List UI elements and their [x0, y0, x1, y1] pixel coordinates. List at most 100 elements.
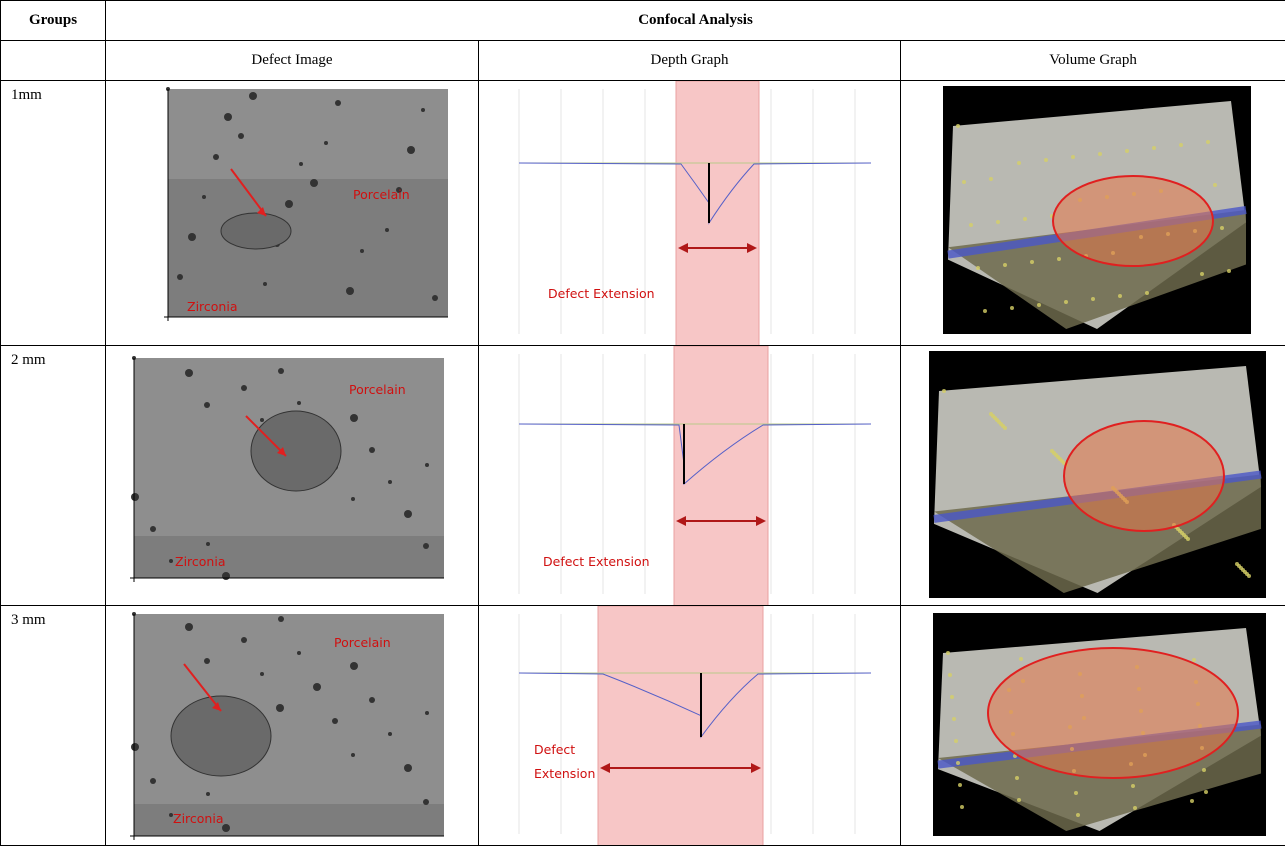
pore — [332, 718, 338, 724]
zirconia-label: Zirconia — [187, 299, 237, 314]
pore — [369, 447, 375, 453]
porcelain-label: Porcelain — [353, 187, 410, 202]
volume-graph — [901, 606, 1285, 845]
volume-graph — [901, 346, 1285, 605]
speckle — [1017, 798, 1021, 802]
speckle — [1125, 149, 1129, 153]
speckle — [954, 739, 958, 743]
pore — [131, 493, 139, 501]
depth-cell: Defect Extension — [479, 606, 901, 846]
speckle — [1118, 294, 1122, 298]
table-body: 1mm Porcelain Zirconia Defect Extension 2 mm… — [1, 81, 1285, 846]
speckle — [1076, 813, 1080, 817]
depth-graph: Defect Extension — [479, 346, 900, 605]
depth-drawing — [479, 606, 901, 846]
pore — [185, 623, 193, 631]
pore — [421, 108, 425, 112]
volume-graph — [901, 81, 1285, 345]
speckle — [1202, 768, 1206, 772]
defect-drawing — [106, 81, 479, 346]
speckle — [1145, 291, 1149, 295]
speckle — [1091, 297, 1095, 301]
speckle — [1071, 155, 1075, 159]
header-row: Groups Confocal Analysis — [1, 1, 1285, 41]
pore — [260, 418, 264, 422]
group-label: 1mm — [1, 81, 106, 346]
speckle — [948, 673, 952, 677]
extension-band — [674, 346, 768, 606]
pore — [224, 113, 232, 121]
pore — [423, 799, 429, 805]
speckle — [1098, 152, 1102, 156]
speckle — [1064, 300, 1068, 304]
depth-cell: Defect Extension — [479, 81, 901, 346]
defect-blob — [171, 696, 271, 776]
speckle — [1190, 799, 1194, 803]
extension-label: Defect Extension — [543, 554, 650, 569]
volume-cell — [901, 606, 1285, 846]
speckle — [1019, 657, 1023, 661]
pore — [238, 133, 244, 139]
speckle — [1204, 790, 1208, 794]
pore — [249, 92, 257, 100]
pore — [260, 672, 264, 676]
extension-label: Defect Extension — [548, 286, 655, 301]
volume-cell — [901, 346, 1285, 606]
defect-image: Porcelain Zirconia — [106, 81, 478, 345]
speckle — [969, 223, 973, 227]
defect-blob — [221, 213, 291, 249]
pore — [407, 146, 415, 154]
pore — [388, 480, 392, 484]
pore — [131, 743, 139, 751]
speckle — [962, 180, 966, 184]
speckle — [996, 220, 1000, 224]
speckle — [1037, 303, 1041, 307]
speckle — [1044, 158, 1048, 162]
pore — [404, 510, 412, 518]
porcelain-label: Porcelain — [334, 635, 391, 650]
pore — [185, 369, 193, 377]
pore — [310, 179, 318, 187]
speckle — [1179, 143, 1183, 147]
pore — [276, 704, 284, 712]
depth-cell: Defect Extension — [479, 346, 901, 606]
speckle — [960, 805, 964, 809]
speckle — [1235, 562, 1239, 566]
speckle — [942, 389, 946, 393]
volume-drawing — [901, 346, 1285, 606]
pore — [213, 154, 219, 160]
pore — [350, 662, 358, 670]
subheader-row: Defect Image Depth Graph Volume Graph — [1, 41, 1285, 81]
pore — [222, 572, 230, 580]
pore — [351, 753, 355, 757]
pore — [241, 385, 247, 391]
speckle — [989, 412, 993, 416]
pore — [278, 616, 284, 622]
speckle — [1023, 217, 1027, 221]
group-label: 2 mm — [1, 346, 106, 606]
volume-drawing — [901, 606, 1285, 846]
defect-drawing — [106, 606, 479, 846]
speckle — [1050, 449, 1054, 453]
speckle — [1015, 776, 1019, 780]
pore — [350, 414, 358, 422]
pore — [188, 233, 196, 241]
pore — [388, 732, 392, 736]
volume-drawing — [901, 81, 1285, 346]
pore — [299, 162, 303, 166]
speckle — [983, 309, 987, 313]
pore — [425, 711, 429, 715]
speckle — [958, 783, 962, 787]
depth-graph: Defect Extension — [479, 81, 900, 345]
pore — [206, 792, 210, 796]
pore — [335, 100, 341, 106]
pore — [202, 195, 206, 199]
speckle — [1206, 140, 1210, 144]
column-header: Defect Image — [106, 41, 479, 81]
defect-volume — [1053, 176, 1213, 266]
pore — [369, 697, 375, 703]
